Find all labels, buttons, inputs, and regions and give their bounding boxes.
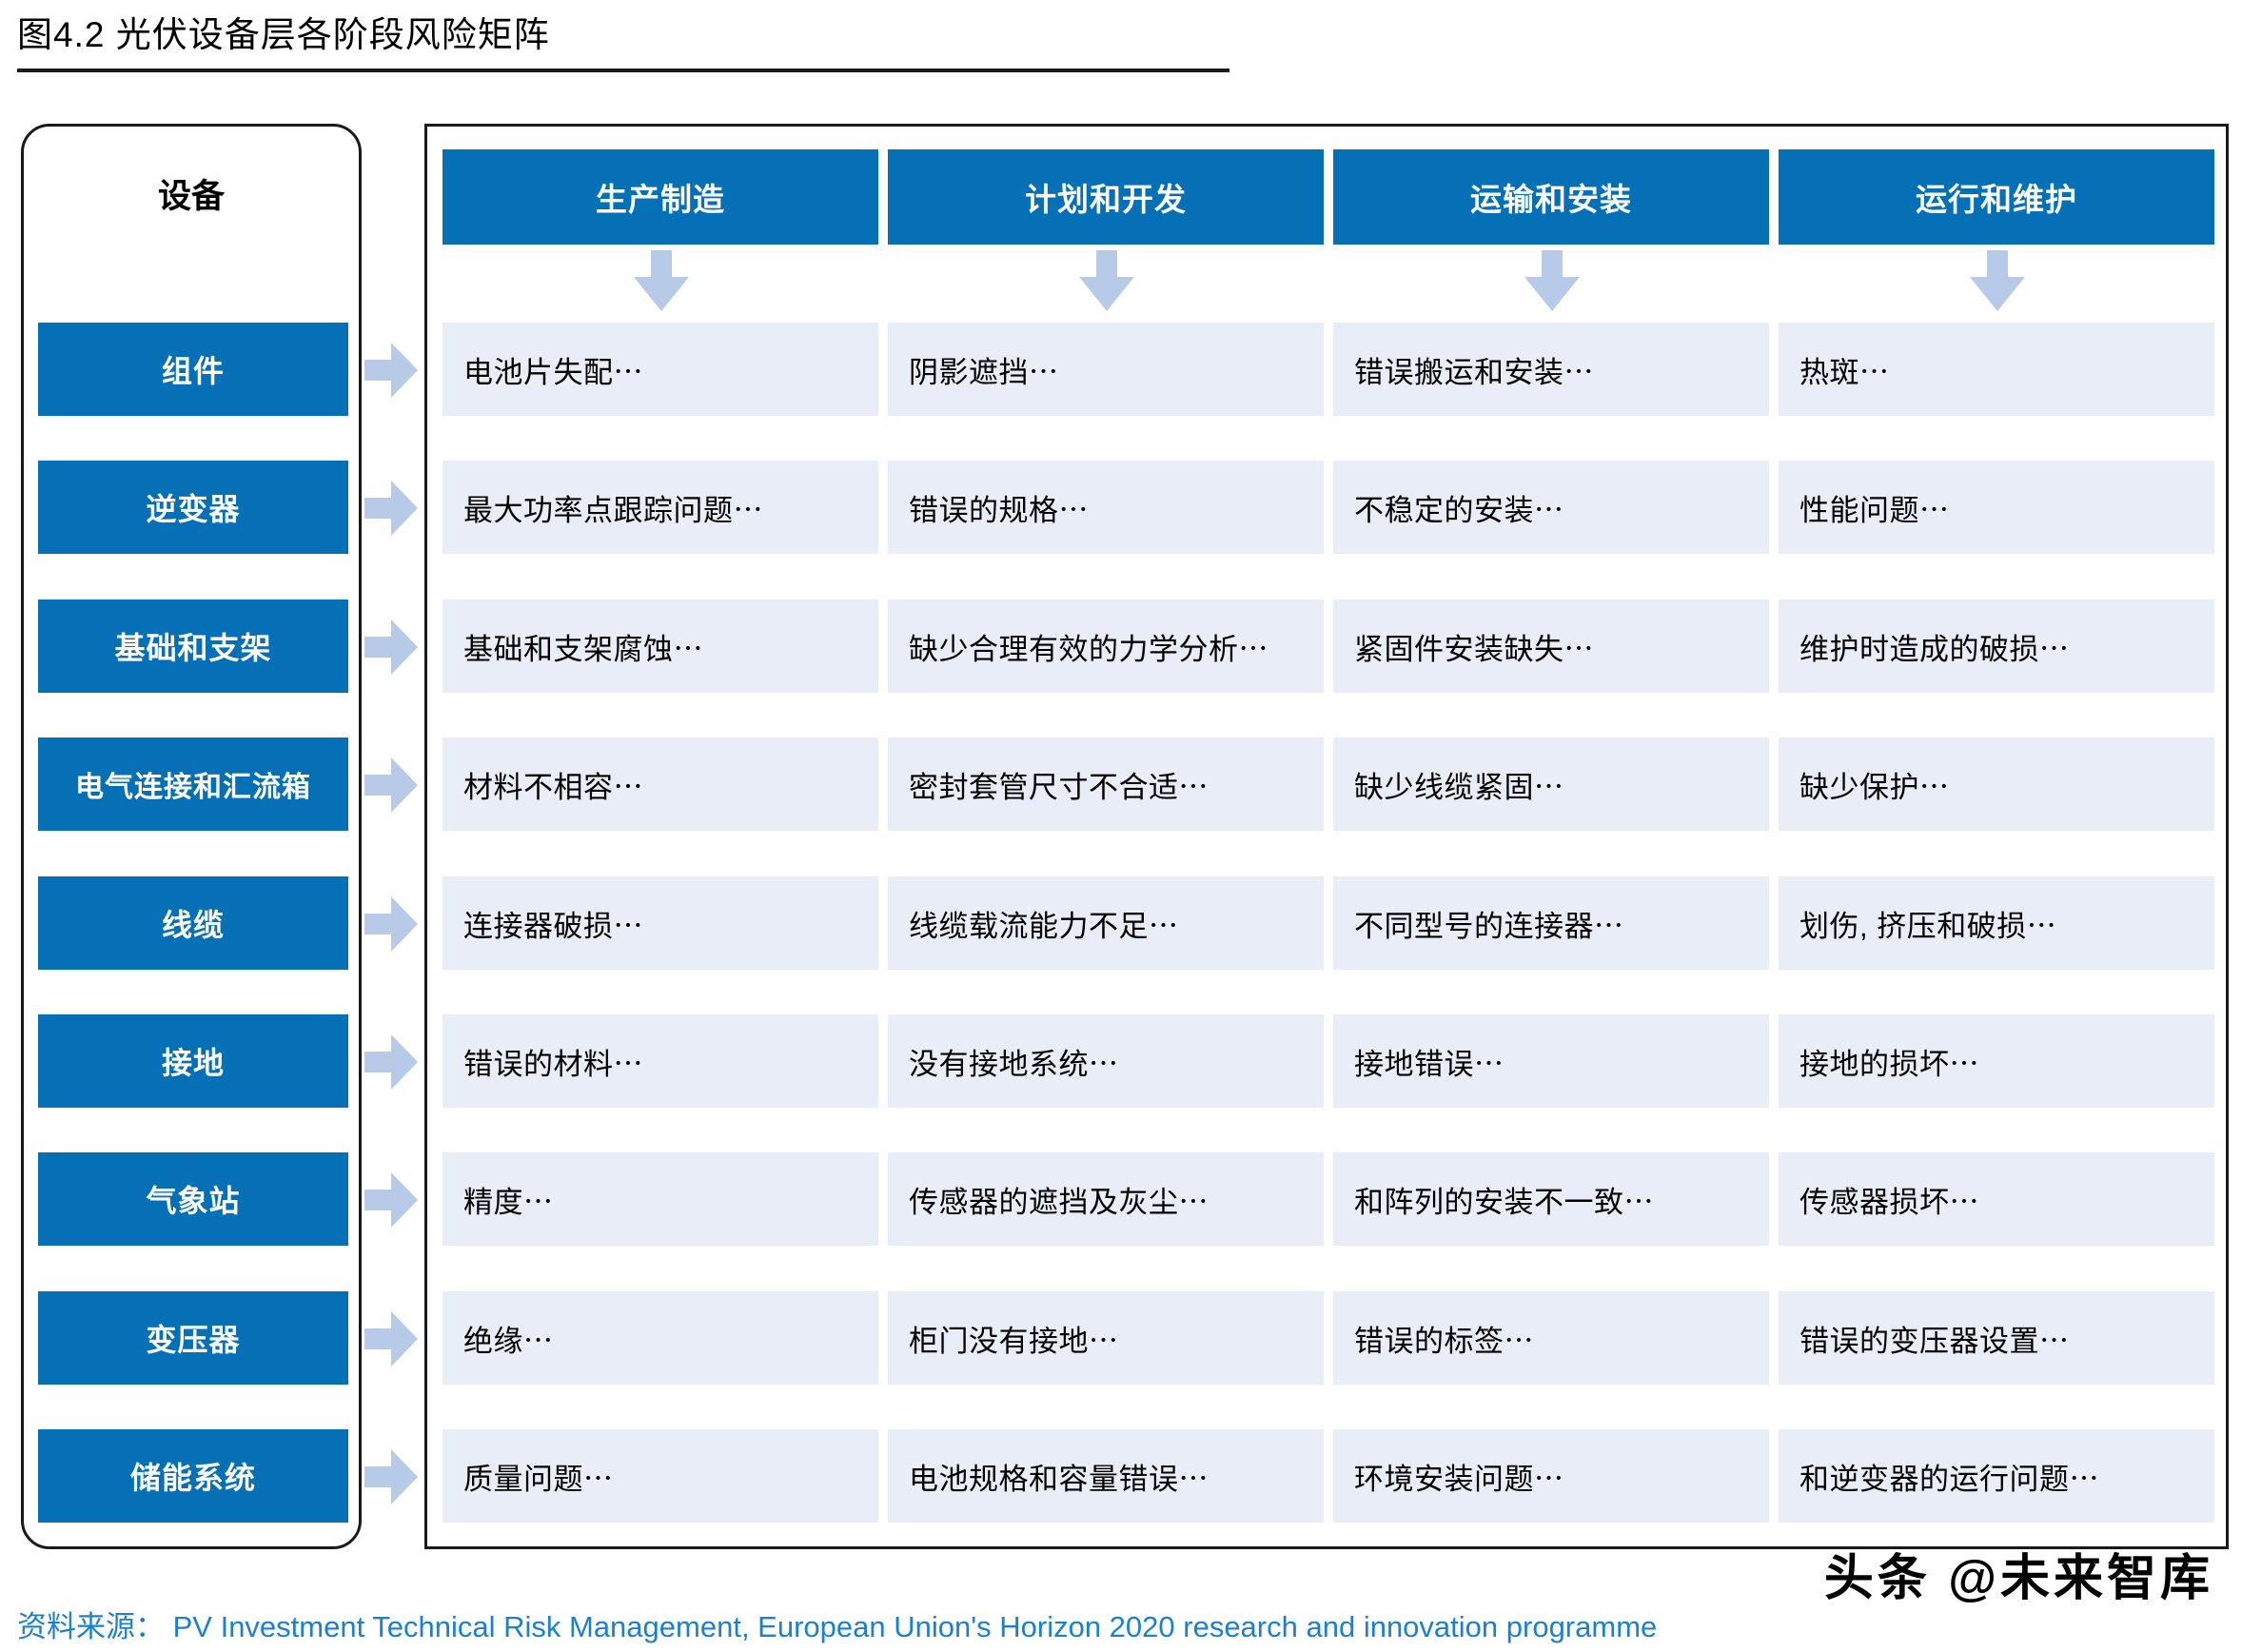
watermark-toutiao-future-thinktank: 头条 @未来智库 — [1823, 1551, 2213, 1606]
risk-cell: 接地的损坏⋯ — [1779, 1014, 2214, 1108]
risk-cell: 热斑⋯ — [1779, 323, 2214, 416]
arrow-down-icon — [1524, 250, 1580, 311]
arrow-right-icon — [364, 896, 418, 952]
stage-header-planning: 计划和开发 — [888, 149, 1324, 245]
risk-cell: 接地错误⋯ — [1333, 1014, 1769, 1108]
stage-header-manufacturing: 生产制造 — [442, 149, 878, 245]
risk-cell: 缺少合理有效的力学分析⋯ — [888, 600, 1324, 693]
risk-cell: 维护时造成的破损⋯ — [1779, 600, 2214, 693]
risk-cell: 缺少保护⋯ — [1779, 738, 2214, 831]
title-divider — [17, 69, 1229, 72]
arrow-right-icon — [364, 1172, 418, 1228]
risk-cell: 材料不相容⋯ — [442, 738, 878, 831]
risk-cell: 连接器破损⋯ — [442, 876, 878, 970]
arrow-right-icon — [364, 757, 418, 813]
risk-cell: 绝缘⋯ — [442, 1291, 878, 1385]
arrow-right-icon — [364, 1034, 418, 1090]
risk-cell: 阴影遮挡⋯ — [888, 323, 1324, 416]
arrow-right-icon — [364, 620, 418, 675]
risk-cell: 缺少线缆紧固⋯ — [1333, 738, 1769, 831]
page-title: 图4.2 光伏设备层各阶段风险矩阵 — [17, 15, 550, 54]
arrow-right-icon — [364, 1311, 418, 1367]
risk-cell: 和逆变器的运行问题⋯ — [1779, 1429, 2214, 1523]
risk-cell: 线缆载流能力不足⋯ — [888, 876, 1324, 970]
risk-cell: 紧固件安装缺失⋯ — [1333, 600, 1769, 693]
device-label-cables: 线缆 — [38, 876, 348, 970]
source-label: 资料来源： — [17, 1610, 165, 1643]
risk-cell: 和阵列的安装不一致⋯ — [1333, 1152, 1769, 1246]
stage-header-operation: 运行和维护 — [1779, 149, 2214, 245]
risk-cell: 最大功率点跟踪问题⋯ — [442, 461, 878, 554]
arrow-right-icon — [364, 1449, 418, 1504]
risk-cell: 错误的变压器设置⋯ — [1779, 1291, 2214, 1385]
risk-cell: 性能问题⋯ — [1779, 461, 2214, 554]
risk-cell: 密封套管尺寸不合适⋯ — [888, 738, 1324, 831]
risk-cell: 电池片失配⋯ — [442, 323, 878, 416]
risk-cell: 不稳定的安装⋯ — [1333, 461, 1769, 554]
risk-cell: 错误的材料⋯ — [442, 1014, 878, 1108]
equipment-panel-title: 设备 — [157, 178, 225, 215]
arrow-down-icon — [1079, 250, 1134, 311]
source-text: PV Investment Technical Risk Management,… — [165, 1610, 1658, 1643]
device-label-transformer: 变压器 — [38, 1291, 348, 1385]
device-label-electrical-combiner: 电气连接和汇流箱 — [38, 738, 348, 831]
risk-cell: 基础和支架腐蚀⋯ — [442, 600, 878, 693]
source-attribution: 资料来源： PV Investment Technical Risk Manag… — [17, 1603, 1657, 1645]
risk-cell: 不同型号的连接器⋯ — [1333, 876, 1769, 970]
risk-cell: 错误搬运和安装⋯ — [1333, 323, 1769, 416]
risk-cell: 划伤, 挤压和破损⋯ — [1779, 876, 2214, 970]
risk-cell: 错误的标签⋯ — [1333, 1291, 1769, 1385]
device-label-components: 组件 — [38, 323, 348, 416]
risk-cell: 传感器损坏⋯ — [1779, 1152, 2214, 1246]
arrow-right-icon — [364, 481, 418, 536]
arrow-right-icon — [364, 343, 418, 398]
risk-cell: 传感器的遮挡及灰尘⋯ — [888, 1152, 1324, 1246]
device-label-grounding: 接地 — [38, 1014, 348, 1108]
risk-cell: 环境安装问题⋯ — [1333, 1429, 1769, 1523]
stage-header-transport: 运输和安装 — [1333, 149, 1769, 245]
device-label-inverter: 逆变器 — [38, 461, 348, 554]
risk-cell: 电池规格和容量错误⋯ — [888, 1429, 1324, 1523]
risk-cell: 没有接地系统⋯ — [888, 1014, 1324, 1108]
risk-cell: 质量问题⋯ — [442, 1429, 878, 1523]
device-label-storage-system: 储能系统 — [38, 1429, 348, 1523]
device-label-foundation: 基础和支架 — [38, 600, 348, 693]
arrow-down-icon — [634, 250, 689, 311]
risk-cell: 精度⋯ — [442, 1152, 878, 1246]
risk-cell: 错误的规格⋯ — [888, 461, 1324, 554]
arrow-down-icon — [1970, 250, 2025, 311]
device-label-weather-station: 气象站 — [38, 1152, 348, 1246]
risk-cell: 柜门没有接地⋯ — [888, 1291, 1324, 1385]
